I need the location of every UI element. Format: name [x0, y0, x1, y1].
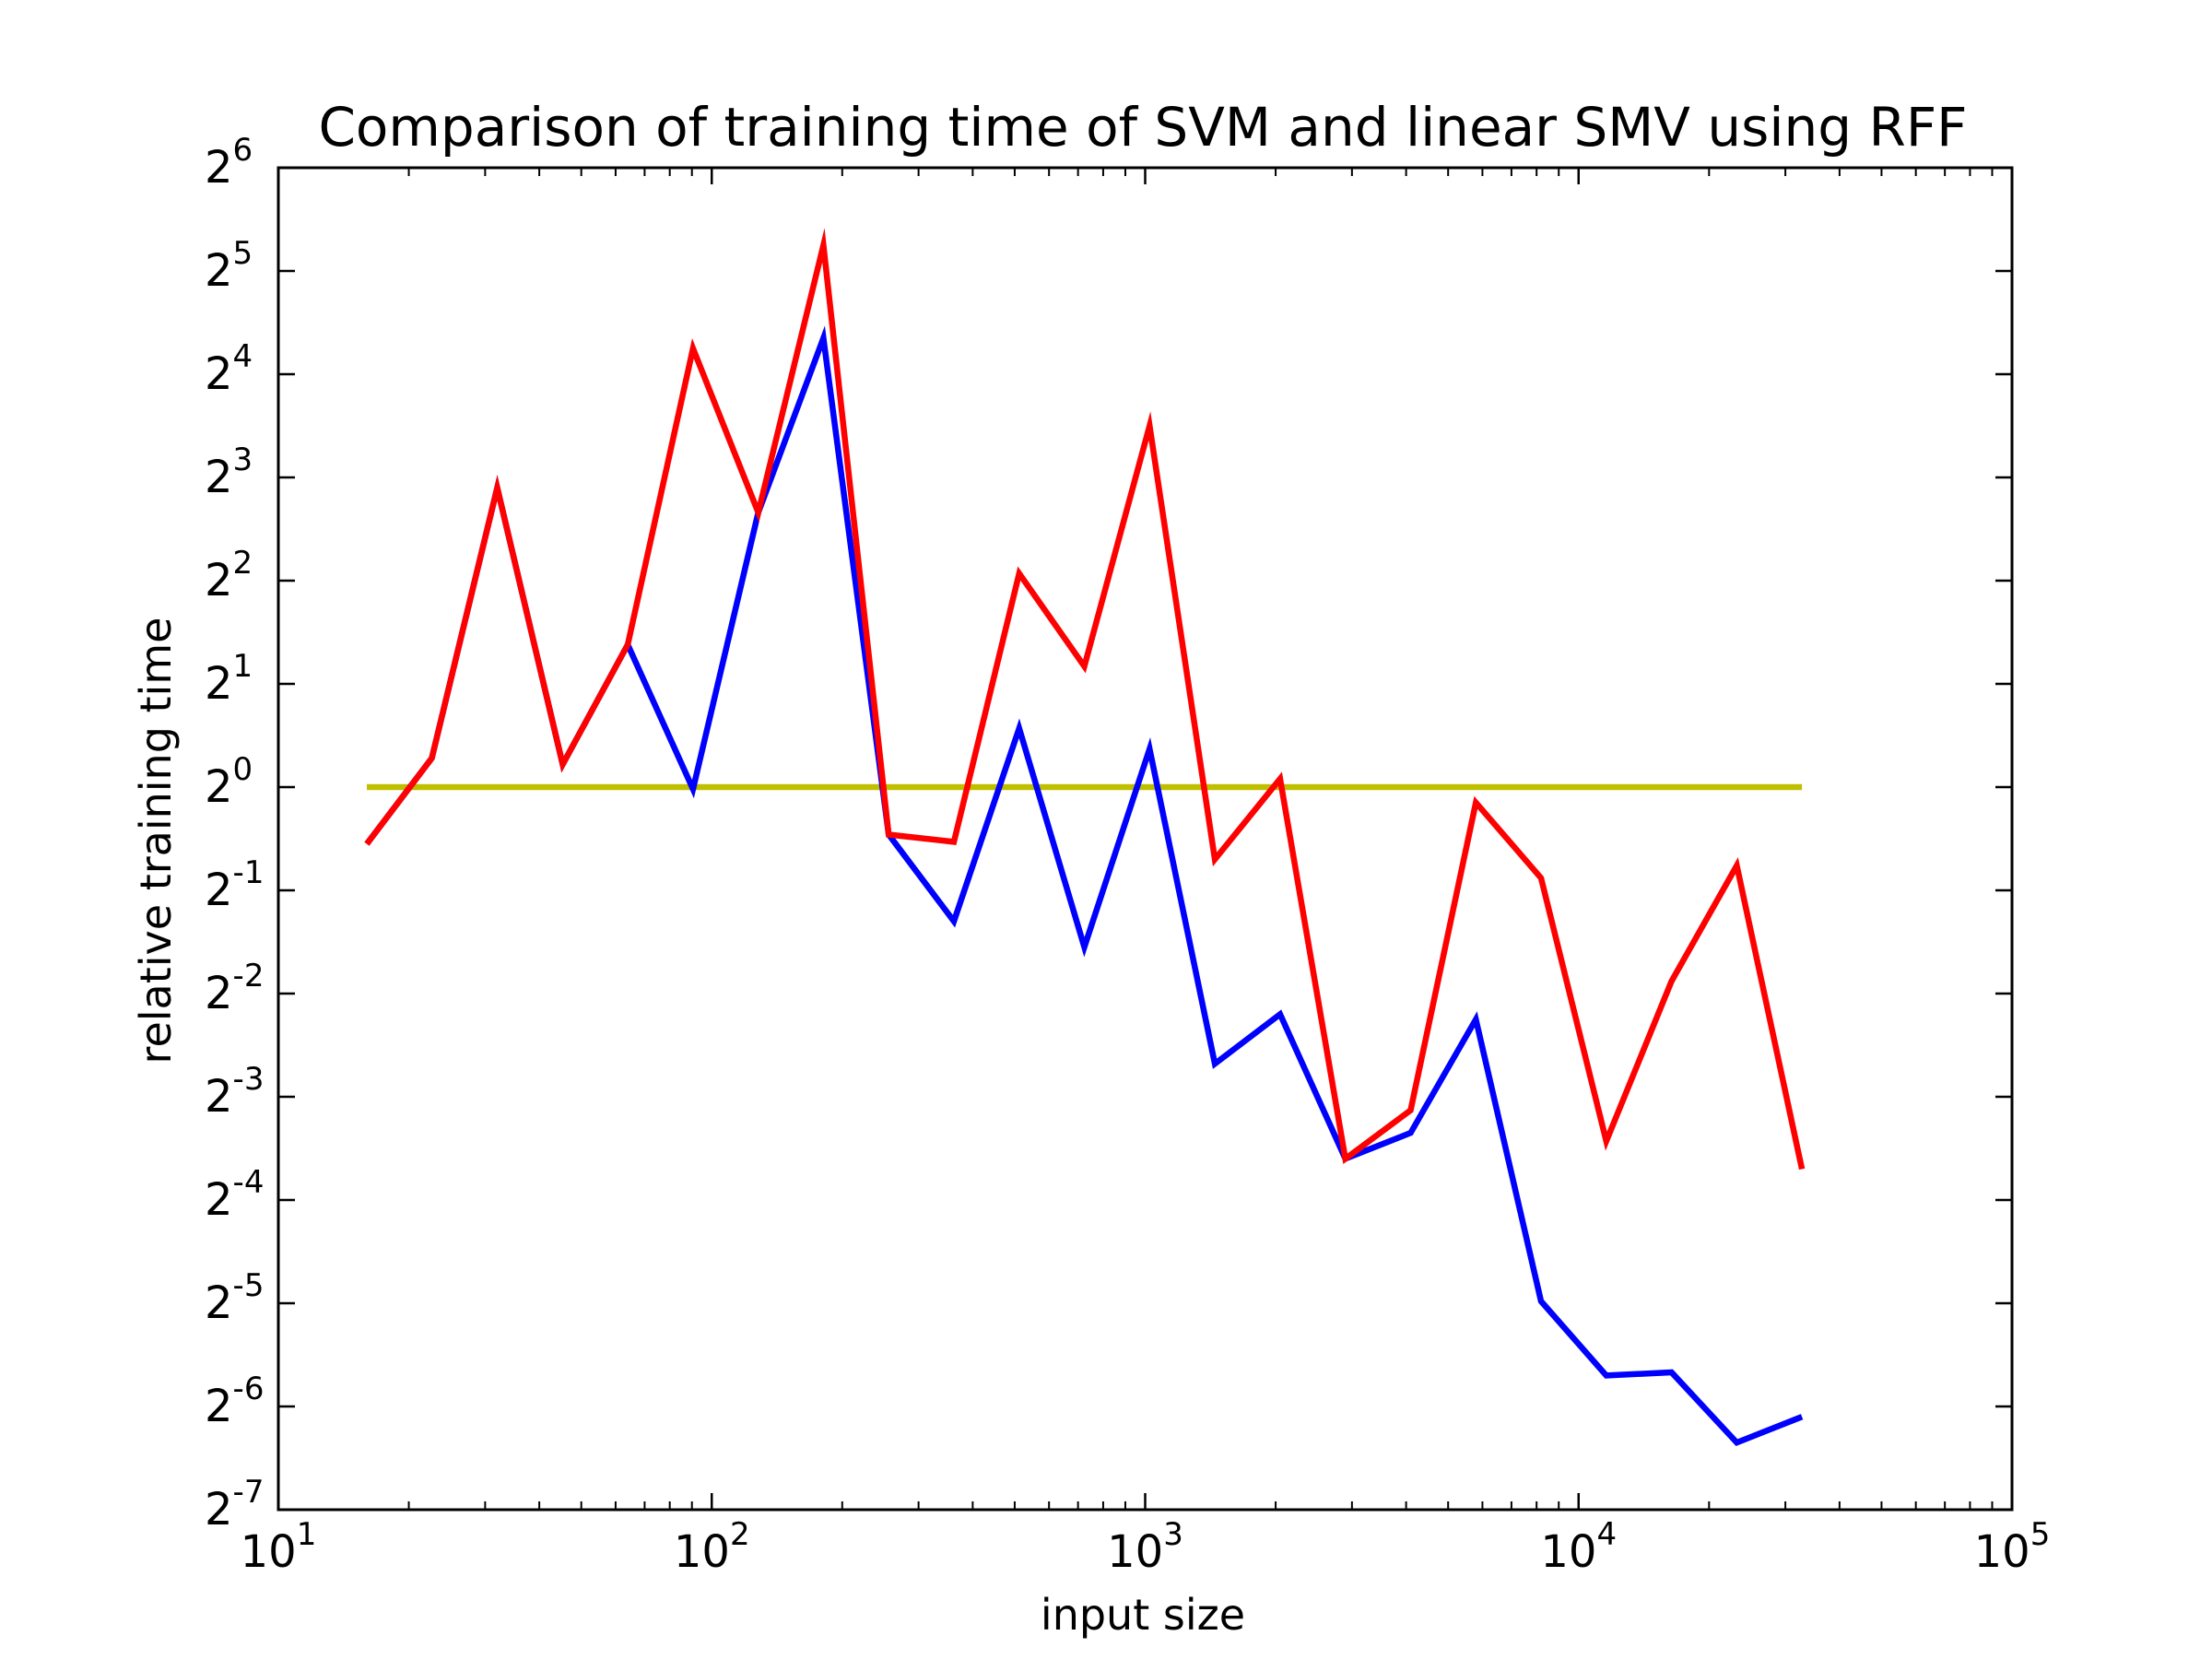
series-layer [364, 228, 1806, 1447]
chart-title: Comparison of training time of SVM and l… [318, 96, 1967, 159]
x-tick-label: 101 [241, 1516, 317, 1578]
y-tick-label: 2-1 [205, 854, 264, 916]
x-tick-label: 104 [1540, 1516, 1617, 1578]
y-axis-label: relative training time [131, 618, 181, 1065]
y-tick-label: 2-5 [205, 1267, 264, 1329]
y-tick-label: 23 [205, 441, 253, 503]
y-tick-label: 2-2 [205, 958, 264, 1019]
x-tick-label: 105 [1974, 1516, 2051, 1578]
y-tick-label: 2-7 [205, 1474, 264, 1535]
x-tick-label: 103 [1107, 1516, 1183, 1578]
y-tick-label: 2-3 [205, 1061, 264, 1123]
y-tick-label: 20 [205, 751, 253, 813]
y-tick-label: 26 [205, 132, 253, 194]
y-tick-label: 22 [205, 545, 253, 606]
y-tick-label: 2-6 [205, 1371, 264, 1432]
tick-layer: 101 102 103 104 105 2-7 2-6 2-5 2-4 2-3 2-2 2-1 20 21… [205, 132, 2050, 1578]
y-tick-label: 2-4 [205, 1164, 264, 1226]
y-tick-label: 21 [205, 648, 253, 710]
y-tick-label: 24 [205, 338, 253, 400]
series-line-3 [364, 228, 1806, 1171]
x-tick-label: 102 [674, 1516, 750, 1578]
y-tick-label: 25 [205, 235, 253, 297]
x-axis-label: input size [1041, 1590, 1245, 1640]
